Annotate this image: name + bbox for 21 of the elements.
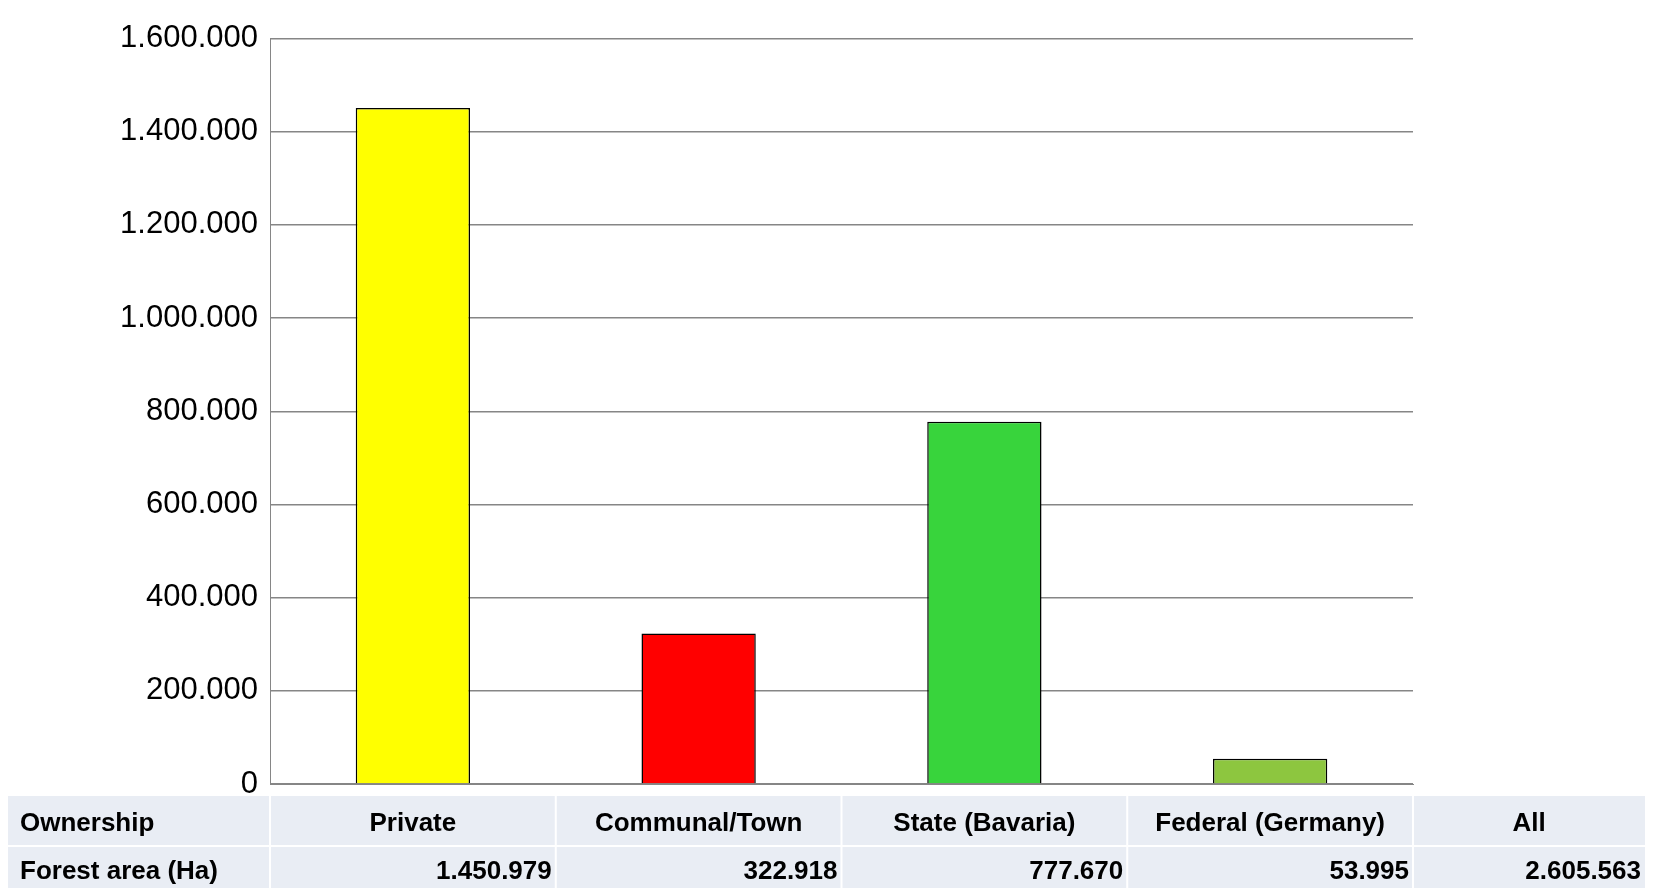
y-tick-label: 600.000 — [145, 485, 258, 521]
y-tick-label: 400.000 — [145, 578, 258, 614]
text: Forest area (Ha) — [20, 855, 218, 886]
y-tick-label: 1.000.000 — [120, 298, 258, 334]
x-tick-label: Private — [369, 807, 457, 838]
y-tick-label: 1.400.000 — [120, 112, 258, 148]
data-label: 1.450.979 — [436, 855, 552, 886]
x-tick-label: Communal/Town — [594, 807, 803, 838]
y-tick-label: 1.200.000 — [120, 205, 258, 241]
text: 2.605.563 — [1525, 855, 1641, 886]
text: All — [1512, 807, 1546, 838]
y-tick-label: 800.000 — [145, 391, 258, 427]
y-tick-label: 1.600.000 — [120, 19, 258, 55]
data-label: 53.995 — [1329, 855, 1409, 886]
text: Ownership — [20, 807, 155, 838]
data-label: 322.918 — [743, 855, 838, 886]
data-label: 777.670 — [1029, 855, 1124, 886]
x-tick-label: Federal (Germany) — [1155, 807, 1385, 838]
x-tick-label: State (Bavaria) — [893, 807, 1076, 838]
y-tick-label: 0 — [240, 764, 258, 800]
y-tick-label: 200.000 — [145, 671, 258, 707]
